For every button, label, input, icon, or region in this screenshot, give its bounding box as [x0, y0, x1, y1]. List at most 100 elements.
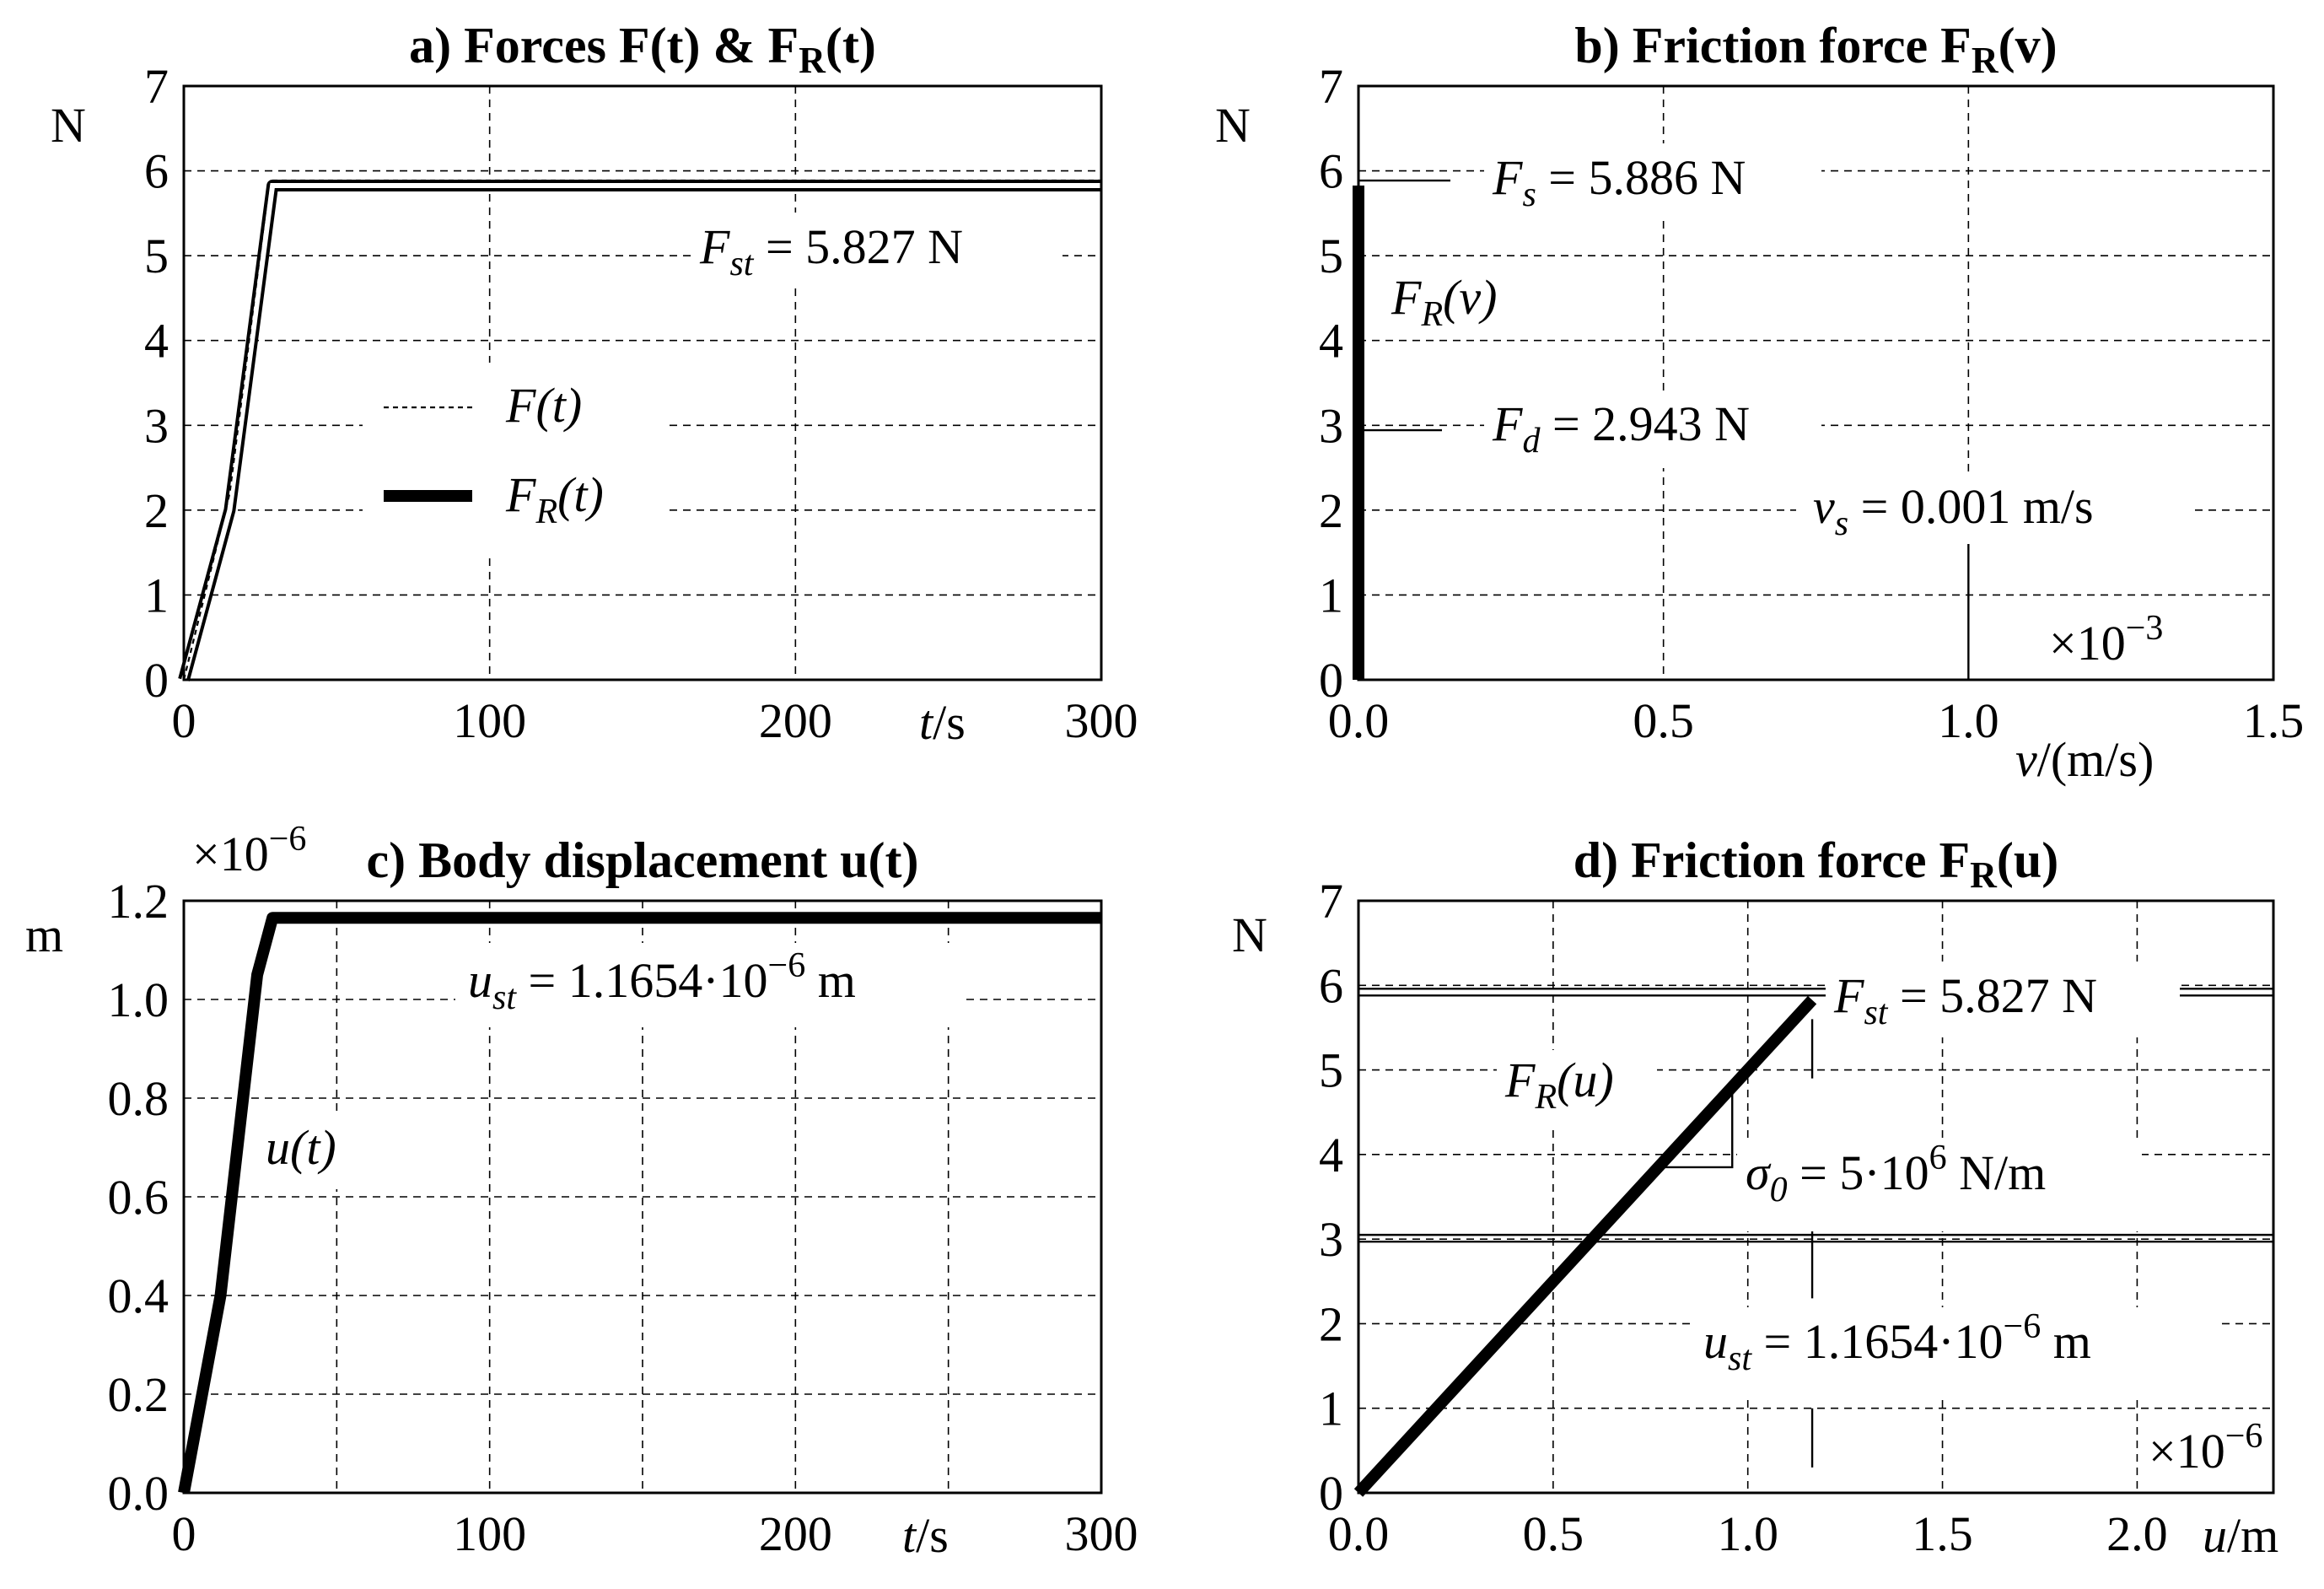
annotation-fd: Fd = 2.943 N: [1492, 396, 1750, 461]
y-axis-label: N: [1232, 908, 1267, 962]
x-tick-label: 0: [172, 1506, 196, 1561]
label-background: [1484, 143, 1821, 219]
label-background: [2192, 1510, 2319, 1569]
annotation-ust: ust = 1.1654·10−6 m: [468, 946, 856, 1017]
y-tick-label: 6: [1319, 958, 1343, 1013]
annotation-fst-d: Fst = 5.827 N: [1833, 968, 2097, 1032]
x-tick-label: 1.5: [1912, 1506, 1973, 1561]
x-tick-label: 1.0: [1938, 693, 1999, 748]
legend-label-fr-t: FR(t): [505, 467, 604, 531]
x-tick-label: 300: [1065, 1506, 1138, 1561]
series-line-f-t: [182, 179, 1101, 681]
x-axis-label: v/(m/s): [2015, 732, 2154, 787]
annotation-vs: vs = 0.001 m/s: [1813, 479, 2094, 543]
label-background: [2041, 607, 2209, 675]
chart-title: c) Body displacement u(t): [367, 832, 919, 888]
y-tick-label: 4: [144, 314, 169, 369]
label-background: [1383, 261, 1535, 337]
plot-frame: [1357, 84, 2275, 681]
annotation-sigma0: σ0 = 5·106 N/m: [1746, 1139, 2046, 1209]
y-tick-label: 0.6: [108, 1170, 169, 1225]
x-tick-label: 0.5: [1633, 693, 1694, 748]
label-background: [1497, 1050, 1657, 1126]
series-line-fr-t-core: [181, 182, 1101, 681]
label-background: [1737, 1139, 2142, 1231]
y-tick-label: 2: [1319, 483, 1343, 538]
x-tick-label: 0.0: [1328, 693, 1390, 748]
label-background: [691, 213, 1062, 288]
y-tick-label: 4: [1319, 1128, 1343, 1182]
y-tick-label: 1: [1319, 568, 1343, 622]
x-tick-label: 100: [453, 693, 526, 748]
y-tick-label: 2: [144, 483, 169, 538]
y-axis-label: N: [51, 98, 86, 153]
slope-triangle: [1658, 1086, 1734, 1169]
x-axis-label: t/s: [902, 1508, 949, 1563]
y-tick-label: 6: [144, 144, 169, 199]
y-tick-label: 7: [144, 59, 169, 114]
x-axis-label: t/s: [919, 695, 966, 750]
y-tick-label: 3: [1319, 398, 1343, 453]
curve-label-fr-u: FR(u): [1504, 1053, 1614, 1117]
label-background: [455, 943, 961, 1027]
y-axis-label: m: [25, 908, 63, 962]
annotation-fst: Fst = 5.827 N: [699, 219, 963, 283]
y-tick-label: 0.0: [108, 1466, 169, 1521]
x-tick-label: 0.0: [1328, 1506, 1390, 1561]
curve-label-u-t: u(t): [266, 1120, 336, 1175]
label-background: [257, 1113, 367, 1189]
plot-frame: [182, 84, 1103, 681]
label-background: [1796, 472, 2192, 548]
x-tick-label: 0: [172, 693, 196, 748]
legend-label-f-t: F(t): [505, 378, 582, 433]
x-tick-label: 300: [1065, 693, 1138, 748]
y-tick-label: 0.4: [108, 1269, 169, 1323]
label-background: [1695, 1307, 2218, 1400]
axis-multiplier: ×10−6: [192, 820, 306, 881]
plot-frame: [1357, 899, 2275, 1495]
axis-multiplier: ×10−6: [2149, 1417, 2262, 1479]
x-tick-label: 200: [759, 1506, 832, 1561]
y-tick-label: 1.2: [108, 874, 169, 929]
label-background: [911, 697, 1003, 756]
label-background: [1484, 392, 1821, 468]
y-tick-label: 0: [1319, 1466, 1343, 1521]
label-background: [2007, 697, 2209, 789]
y-tick-label: 7: [1319, 59, 1343, 114]
y-tick-label: 5: [1319, 229, 1343, 283]
x-tick-label: 0.5: [1523, 1506, 1584, 1561]
y-tick-label: 3: [1319, 1212, 1343, 1267]
label-background: [363, 363, 666, 557]
label-background: [1826, 961, 2180, 1037]
chart-panel-a: 0 100 200 300 0 1 2 3 4 5 6 7 Fst = 5.827 N F(t) FR(t)…: [51, 18, 1138, 756]
chart-title: b) Friction force FR(v): [1574, 18, 2057, 81]
curve-label-fr-v: FR(v): [1391, 270, 1497, 334]
label-background: [894, 1510, 987, 1569]
y-axis-label: N: [1215, 98, 1251, 153]
annotation-ust-d: ust = 1.1654·10−6 m: [1703, 1307, 2091, 1378]
y-tick-label: 4: [1319, 314, 1343, 369]
plot-frame: [182, 899, 1103, 1495]
x-axis-label: u/m: [2203, 1508, 2278, 1563]
x-tick-label: 1.0: [1717, 1506, 1778, 1561]
y-tick-label: 2: [1319, 1296, 1343, 1351]
annotation-fs: Fs = 5.886 N: [1492, 150, 1746, 214]
y-tick-label: 7: [1319, 874, 1343, 929]
y-tick-label: 5: [144, 229, 169, 283]
chart-title: d) Friction force FR(u): [1574, 832, 2059, 896]
chart-panel-d: 0.0 0.5 1.0 1.5 2.0 0 1 2 3 4 5 6 7 Fst = 5.827 N FR(u…: [1232, 832, 2319, 1569]
y-tick-label: 0.8: [108, 1071, 169, 1126]
y-tick-label: 0: [144, 653, 169, 708]
chart-panel-c: 0 100 200 300 0.0 0.2 0.4 0.6 0.8 1.0 1.2 ust = 1.1…: [25, 820, 1138, 1569]
axis-multiplier: ×10−3: [2049, 609, 2163, 671]
x-tick-label: 100: [453, 1506, 526, 1561]
y-tick-label: 1.0: [108, 972, 169, 1027]
y-tick-label: 0.2: [108, 1367, 169, 1422]
chart-panel-b: 0.0 0.5 1.0 1.5 0 1 2 3 4 5 6 7 Fs = 5.886 N Fd = 2.9…: [1215, 18, 2304, 789]
series-line-fr-u: [1353, 995, 1817, 1497]
x-tick-label: 1.5: [2243, 693, 2305, 748]
y-tick-label: 1: [144, 568, 169, 622]
y-tick-label: 0: [1319, 653, 1343, 708]
series-line-u-t: [178, 912, 1101, 1495]
